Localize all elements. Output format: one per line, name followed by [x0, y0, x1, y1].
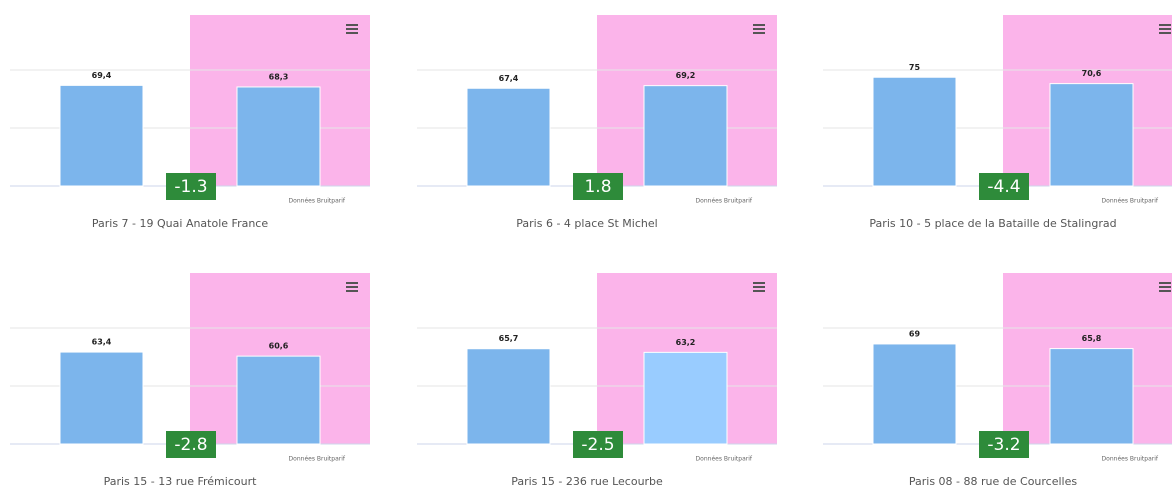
- bar: [1049, 348, 1134, 445]
- bar: [872, 343, 957, 445]
- caption: Paris 6 - 4 place St Michel: [516, 217, 657, 230]
- annotation-text: -2.8: [174, 435, 207, 455]
- menu-line: [753, 290, 765, 292]
- annotation-text: -2.5: [581, 435, 614, 455]
- caption: Paris 15 - 236 rue Lecourbe: [511, 475, 663, 488]
- data-label: 67,4: [499, 74, 519, 83]
- chart-panel: 65,7 63,2 -2.5 Données Bruitparif Paris 15 -…: [417, 273, 777, 488]
- bar: [236, 355, 321, 445]
- bar: [236, 86, 321, 187]
- data-label: 60,6: [269, 342, 289, 351]
- annotation-badge: [573, 173, 623, 200]
- menu-button[interactable]: [753, 282, 765, 292]
- chart-panel: 69,4 68,3 -1.3 Données Bruitparif Paris 7 - …: [10, 15, 370, 230]
- annotation-text: 1.8: [584, 177, 611, 197]
- bar: [1049, 83, 1134, 187]
- credit: Données Bruitparif: [696, 456, 753, 463]
- credit: Données Bruitparif: [289, 456, 346, 463]
- annotation-badge: [166, 431, 216, 458]
- credit: Données Bruitparif: [289, 198, 346, 205]
- menu-button[interactable]: [346, 282, 358, 292]
- annotation-badge: [979, 173, 1029, 200]
- menu-line: [1159, 28, 1171, 30]
- credit: Données Bruitparif: [1102, 198, 1159, 205]
- menu-button[interactable]: [346, 24, 358, 34]
- menu-line: [1159, 290, 1171, 292]
- menu-line: [753, 282, 765, 284]
- menu-line: [753, 32, 765, 34]
- menu-line: [1159, 282, 1171, 284]
- menu-line: [346, 32, 358, 34]
- menu-line: [753, 28, 765, 30]
- data-label: 70,6: [1082, 69, 1102, 78]
- chart-panel: 63,4 60,6 -2.8 Données Bruitparif Paris 15 -…: [10, 273, 370, 488]
- menu-line: [1159, 32, 1171, 34]
- bar: [59, 84, 144, 187]
- menu-line: [1159, 24, 1171, 26]
- menu-line: [346, 24, 358, 26]
- data-label: 63,4: [92, 338, 112, 347]
- menu-line: [346, 286, 358, 288]
- annotation-text: -4.4: [987, 177, 1020, 197]
- bar: [59, 351, 144, 445]
- menu-line: [1159, 286, 1171, 288]
- credit: Données Bruitparif: [1102, 456, 1159, 463]
- bar: [643, 85, 728, 187]
- data-label: 65,7: [499, 334, 519, 343]
- bar: [872, 76, 957, 187]
- bar: [643, 351, 728, 445]
- bar: [466, 87, 551, 187]
- menu-button[interactable]: [753, 24, 765, 34]
- data-label: 63,2: [676, 338, 696, 347]
- data-label: 69: [909, 329, 921, 338]
- annotation-badge: [166, 173, 216, 200]
- data-label: 75: [909, 63, 921, 72]
- caption: Paris 08 - 88 rue de Courcelles: [909, 475, 1078, 488]
- chart-panel: 67,4 69,2 1.8 Données Bruitparif Paris 6 - 4…: [417, 15, 777, 230]
- annotation-badge: [573, 431, 623, 458]
- caption: Paris 10 - 5 place de la Bataille de Sta…: [869, 217, 1116, 230]
- data-label: 69,2: [676, 71, 696, 80]
- data-label: 68,3: [269, 72, 289, 81]
- credit: Données Bruitparif: [696, 198, 753, 205]
- menu-button[interactable]: [1159, 24, 1171, 34]
- data-label: 65,8: [1082, 334, 1102, 343]
- menu-line: [346, 282, 358, 284]
- menu-line: [753, 24, 765, 26]
- data-label: 69,4: [92, 71, 112, 80]
- menu-line: [346, 28, 358, 30]
- chart-panel: 69 65,8 -3.2 Données Bruitparif Paris 08 - 8…: [823, 273, 1172, 488]
- menu-line: [346, 290, 358, 292]
- caption: Paris 7 - 19 Quai Anatole France: [92, 217, 268, 230]
- chart-panel: 75 70,6 -4.4 Données Bruitparif Paris 10 - 5…: [823, 15, 1172, 230]
- caption: Paris 15 - 13 rue Frémicourt: [104, 475, 258, 488]
- bar: [466, 348, 551, 445]
- annotation-badge: [979, 431, 1029, 458]
- annotation-text: -1.3: [174, 177, 207, 197]
- annotation-text: -3.2: [987, 435, 1020, 455]
- menu-button[interactable]: [1159, 282, 1171, 292]
- menu-line: [753, 286, 765, 288]
